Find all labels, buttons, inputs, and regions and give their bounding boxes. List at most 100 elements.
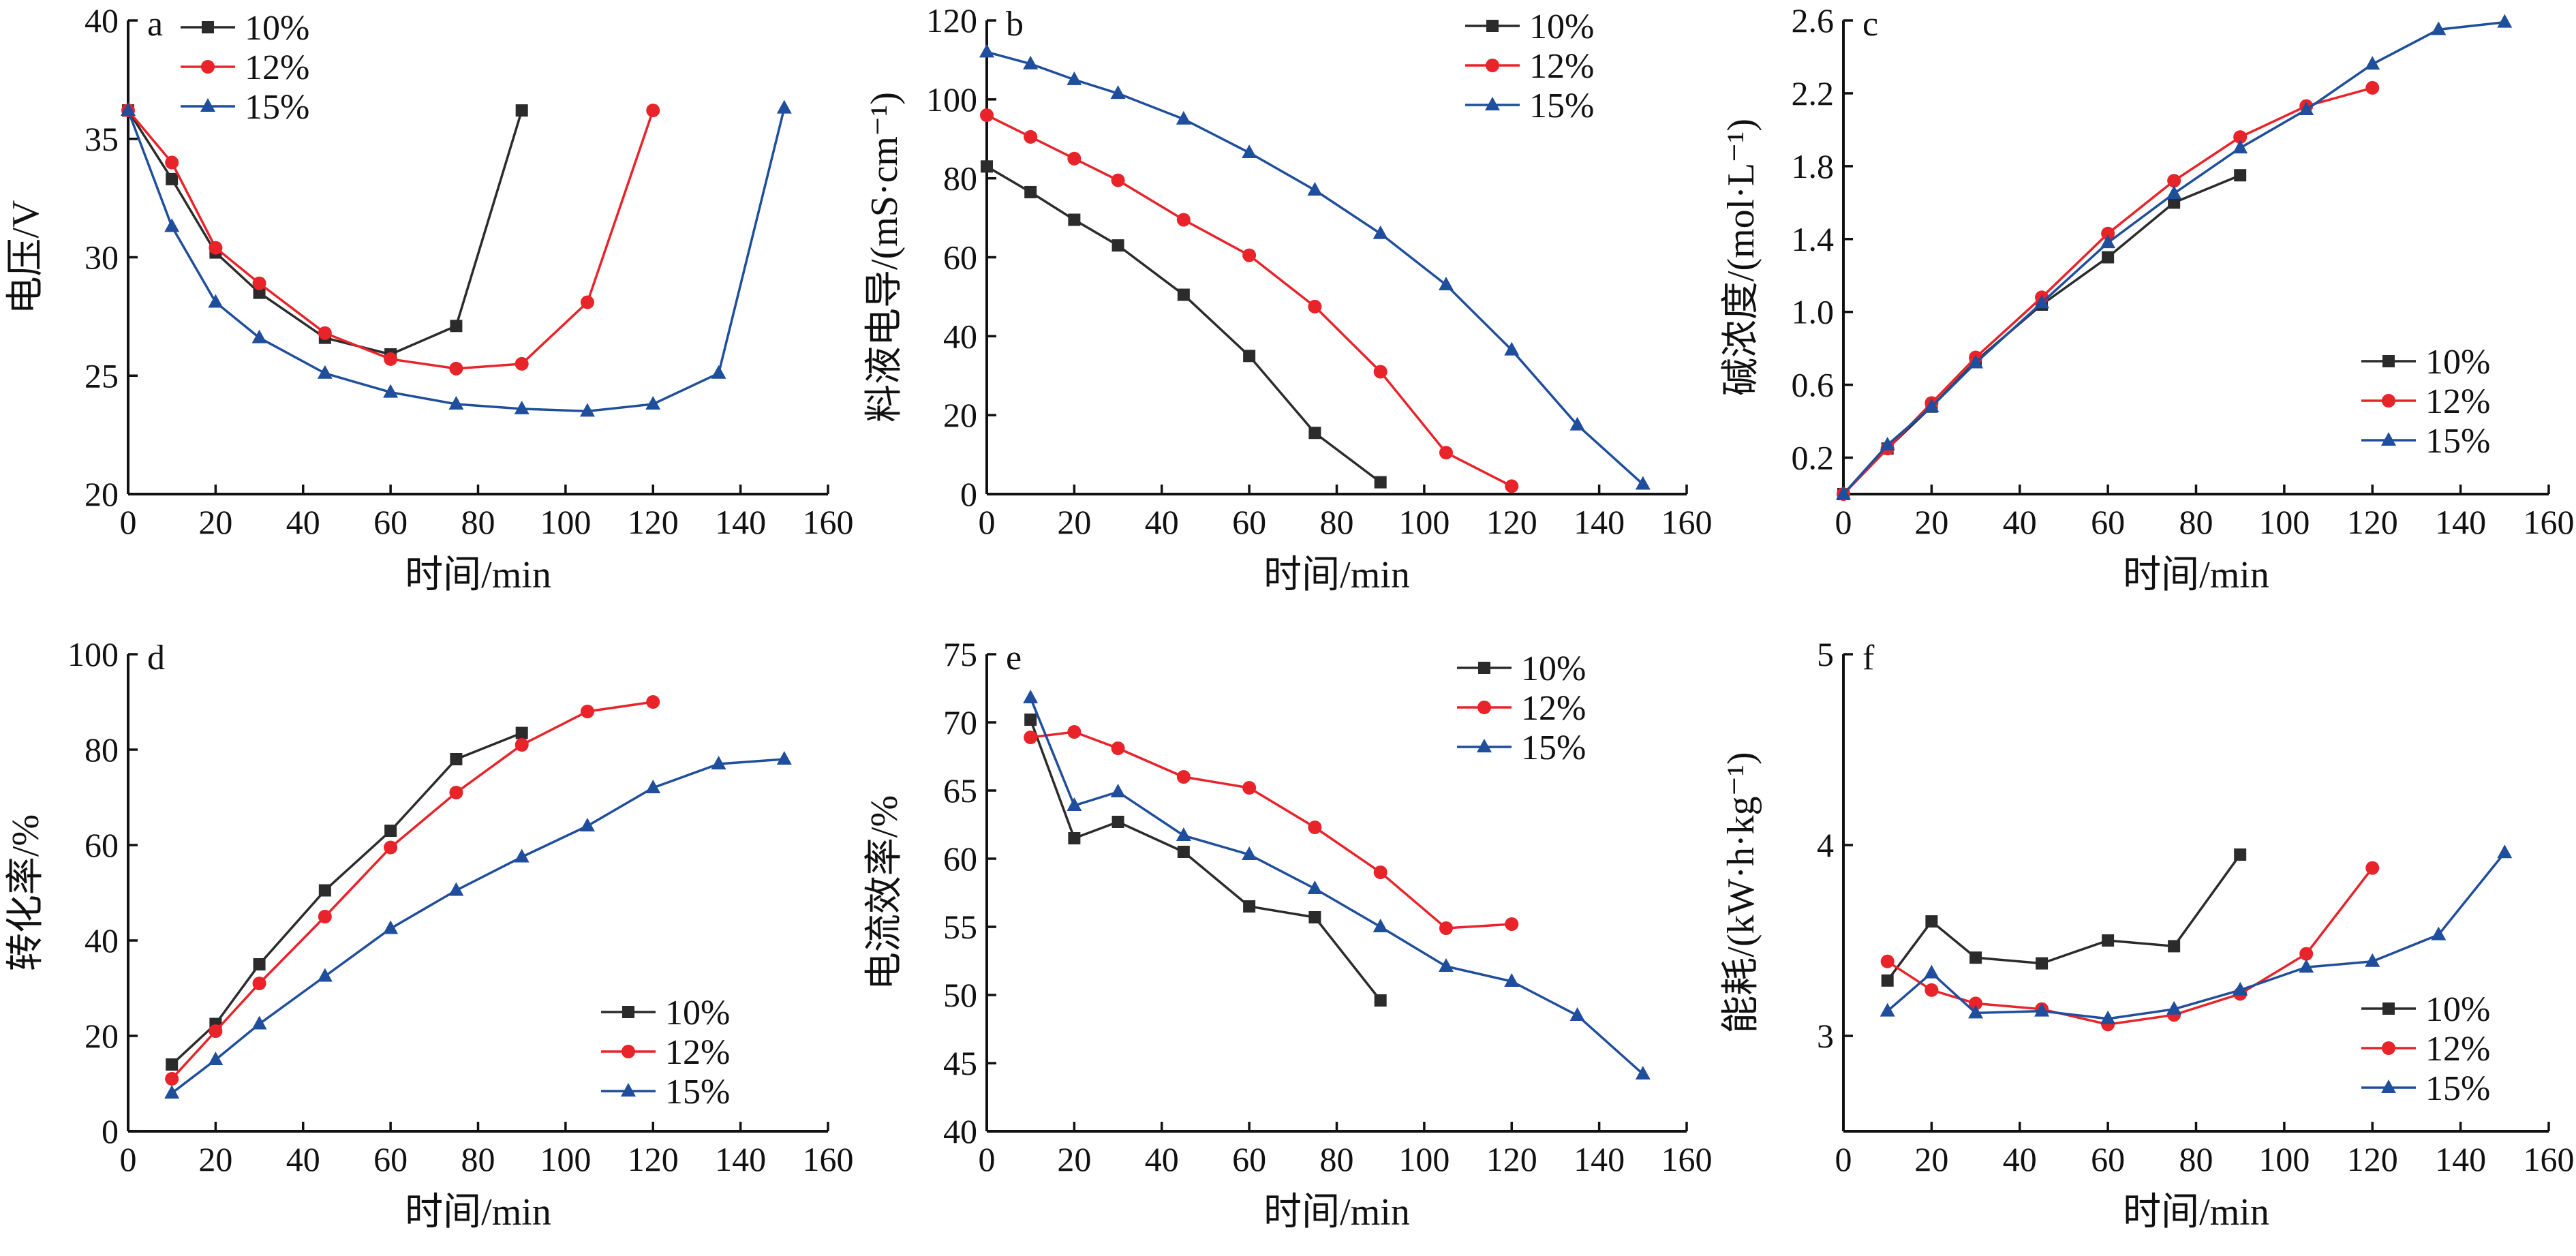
data-point <box>448 882 464 896</box>
x-tick-label: 80 <box>1320 1140 1354 1178</box>
data-point <box>1308 911 1321 923</box>
y-axis-title: 电流效率/% <box>863 795 906 990</box>
data-point <box>1067 151 1082 166</box>
y-axis-title: 料液电导/(mS·cm⁻¹) <box>863 92 906 423</box>
data-point <box>449 361 463 376</box>
legend-label: 10% <box>1521 649 1586 688</box>
series-12% <box>980 108 1519 493</box>
data-point <box>580 705 594 718</box>
data-point <box>1177 288 1190 301</box>
y-tick-label: 0 <box>102 1112 119 1150</box>
data-point <box>1925 983 1939 997</box>
data-point <box>1308 299 1322 313</box>
data-point <box>2365 953 2380 967</box>
legend-marker <box>622 1006 634 1018</box>
x-tick-label: 20 <box>1057 1140 1091 1178</box>
x-tick-label: 60 <box>373 503 408 541</box>
x-tick-label: 0 <box>120 1140 137 1178</box>
series-15% <box>121 99 792 417</box>
data-point <box>2431 21 2447 35</box>
y-tick-label: 80 <box>85 731 119 769</box>
x-tick-label: 40 <box>286 503 320 541</box>
data-point <box>2299 947 2314 961</box>
y-tick-label: 25 <box>85 356 119 395</box>
legend-item: 10% <box>2361 990 2490 1029</box>
data-point <box>776 99 792 114</box>
data-point <box>1307 880 1323 894</box>
data-point <box>711 365 726 379</box>
series-10% <box>981 160 1387 489</box>
y-tick-label: 40 <box>943 1112 977 1150</box>
legend-marker <box>1478 662 1490 674</box>
data-point <box>1924 398 1939 412</box>
y-tick-label: 70 <box>943 703 977 741</box>
x-tick-label: 160 <box>1661 503 1713 541</box>
data-point <box>2299 959 2314 973</box>
data-point <box>2034 1002 2050 1017</box>
x-tick-label: 140 <box>2435 1140 2486 1178</box>
data-point <box>166 1058 179 1071</box>
data-point <box>1023 55 1039 70</box>
y-tick-label: 0 <box>960 475 977 513</box>
x-tick-label: 100 <box>2258 1140 2310 1178</box>
panel-letter: b <box>1006 5 1024 44</box>
legend-label: 12% <box>1529 47 1594 86</box>
data-point <box>979 44 994 58</box>
legend-marker <box>202 21 214 33</box>
x-axis-title: 时间/min <box>1263 554 1410 596</box>
x-tick-label: 60 <box>2091 1140 2125 1178</box>
x-tick-label: 160 <box>1661 1140 1713 1178</box>
y-tick-label: 0.6 <box>1792 366 1835 404</box>
legend-item: 10% <box>1465 7 1594 46</box>
x-tick-label: 40 <box>2003 503 2037 541</box>
data-point <box>1024 714 1037 726</box>
data-point <box>1110 784 1126 797</box>
data-point <box>2167 174 2181 188</box>
data-point <box>514 400 530 414</box>
x-tick-label: 160 <box>803 503 854 541</box>
legend-marker <box>1477 739 1492 752</box>
legend-item: 15% <box>601 1073 730 1112</box>
x-tick-label: 40 <box>2003 1140 2037 1178</box>
data-point <box>1505 479 1519 493</box>
y-tick-label: 80 <box>943 159 977 198</box>
data-point <box>2233 981 2248 996</box>
data-point <box>1374 476 1387 489</box>
legend-label: 10% <box>665 994 730 1032</box>
series-line <box>1886 852 2506 1020</box>
y-tick-label: 100 <box>926 80 977 119</box>
legend-marker <box>1486 20 1499 32</box>
x-tick-label: 80 <box>1320 503 1354 541</box>
legend-marker <box>200 98 215 112</box>
data-point <box>251 1015 267 1030</box>
legend-item: 10% <box>1457 649 1586 688</box>
series-line <box>127 108 786 413</box>
chart-panel-b: 0 20 40 60 80 100 120 140 160 0 20 40 60 80 100 120 b 时间/… <box>863 1 1713 596</box>
y-tick-label: 40 <box>85 1 119 40</box>
data-point <box>2100 234 2116 249</box>
data-point <box>1023 690 1039 703</box>
x-tick-label: 20 <box>198 1140 232 1178</box>
series-15% <box>164 751 792 1099</box>
series-12% <box>165 695 660 1086</box>
legend-item: 10% <box>601 994 730 1032</box>
y-tick-label: 20 <box>85 475 119 513</box>
y-tick-label: 60 <box>943 239 977 277</box>
data-point <box>450 320 463 333</box>
chart-panel-c: 0 20 40 60 80 100 120 140 160 0.2 0.6 1.0 1.4 1.8 2.2 2… <box>1720 1 2575 596</box>
x-tick-label: 80 <box>2179 503 2213 541</box>
legend-marker <box>1485 97 1500 110</box>
data-point <box>208 294 224 308</box>
series-line <box>1842 87 2373 495</box>
series-12% <box>1880 861 2380 1032</box>
data-point <box>1243 900 1256 913</box>
x-tick-label: 0 <box>1835 503 1852 541</box>
legend-item: 10% <box>181 9 309 48</box>
data-point <box>2497 14 2513 28</box>
data-point <box>252 276 266 290</box>
data-point <box>1925 915 1938 928</box>
data-point <box>1635 476 1651 490</box>
series-line <box>1842 20 2505 495</box>
data-point <box>1177 846 1190 858</box>
data-point <box>1968 354 1984 369</box>
